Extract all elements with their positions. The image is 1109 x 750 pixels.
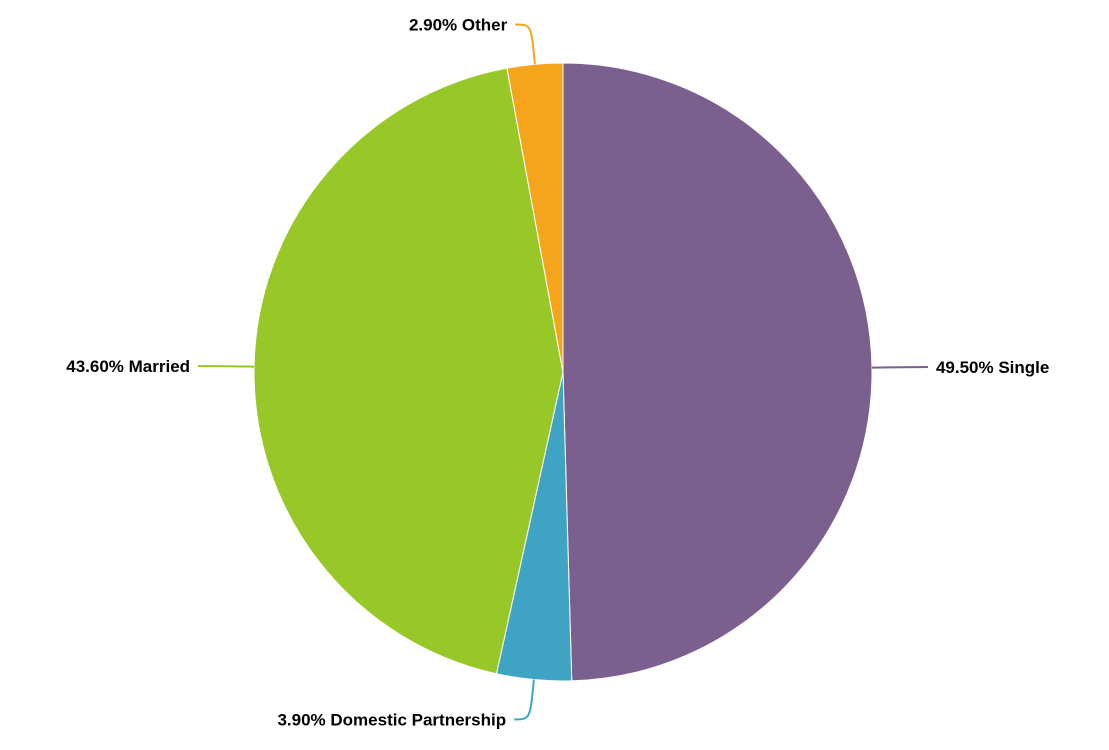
slice-label-married: 43.60% Married (66, 357, 190, 376)
pie-slice-single (562, 62, 873, 682)
slice-label-other: 2.90% Other (409, 15, 508, 34)
pie-slice-married (253, 67, 564, 675)
label-leader-lines (198, 23, 928, 721)
slice-label-single: 49.50% Single (936, 358, 1049, 377)
pie-slices (253, 62, 873, 682)
leader-line-married (198, 364, 255, 368)
leader-line-domestic-partnership (514, 679, 535, 721)
leader-line-other (515, 23, 536, 65)
leader-line-single (871, 366, 928, 369)
slice-labels: 49.50% Single 3.90% Domestic Partnership 4… (66, 15, 1049, 729)
slice-label-domestic-partnership: 3.90% Domestic Partnership (277, 710, 506, 729)
